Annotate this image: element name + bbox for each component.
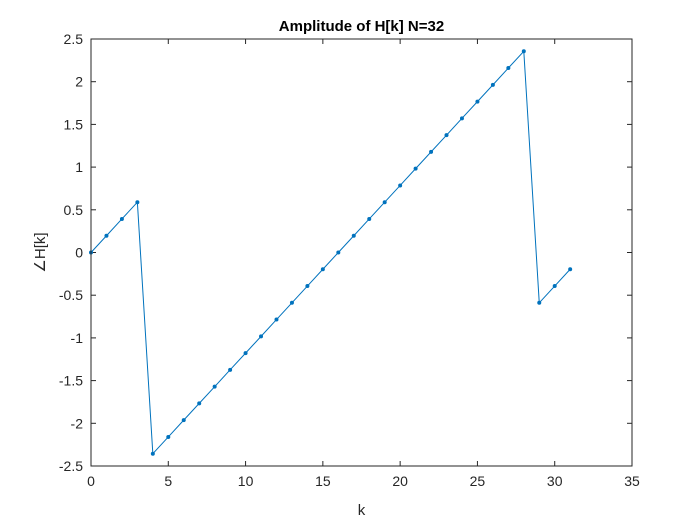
data-point	[135, 200, 140, 205]
data-point	[506, 66, 511, 71]
data-point	[568, 267, 573, 272]
data-point	[212, 384, 217, 389]
data-point	[413, 166, 418, 171]
data-point	[259, 334, 264, 339]
data-point	[490, 82, 495, 87]
data-point	[459, 116, 464, 121]
y-tick-label: 2	[75, 74, 83, 90]
x-axis-label: k	[358, 502, 366, 519]
data-point	[336, 250, 341, 255]
data-point	[552, 284, 557, 289]
data-point	[289, 300, 294, 305]
series-layer	[89, 49, 573, 456]
data-point	[228, 367, 233, 372]
data-point	[166, 434, 171, 439]
x-tick-label: 15	[315, 473, 331, 489]
x-tick-label: 25	[470, 473, 486, 489]
data-point	[243, 351, 248, 356]
data-point	[367, 216, 372, 221]
data-point	[382, 200, 387, 205]
data-point	[444, 133, 449, 138]
x-tick-label: 5	[164, 473, 172, 489]
data-point	[475, 99, 480, 104]
data-point	[274, 317, 279, 322]
y-tick-label: 0	[75, 245, 83, 261]
x-tick-label: 10	[238, 473, 254, 489]
series-line	[90, 50, 571, 455]
x-tick-label: 35	[624, 473, 640, 489]
y-axis-label: ∠H[k]	[32, 232, 49, 272]
data-point	[150, 451, 155, 456]
data-point	[398, 183, 403, 188]
data-point	[104, 233, 109, 238]
x-tick-label: 20	[392, 473, 408, 489]
axes-box	[90, 38, 633, 467]
y-tick-label: -1.5	[59, 373, 83, 389]
data-point	[521, 49, 526, 54]
data-point	[305, 284, 310, 289]
labels-layer: 0 5 10 15 20 25 30 35 -2.5 -2 -1.5 -1 -0.5 0 0.5 1 1.5 2 2…	[59, 31, 640, 489]
chart-title: Amplitude of H[k] N=32	[279, 18, 444, 35]
data-point	[429, 149, 434, 154]
y-tick-label: -2	[71, 415, 84, 431]
y-tick-label: 2.5	[64, 31, 84, 47]
y-tick-label: 1	[75, 159, 83, 175]
data-point	[351, 233, 356, 238]
x-tick-label: 30	[547, 473, 563, 489]
y-tick-label: 1.5	[64, 116, 84, 132]
y-tick-label: 0.5	[64, 202, 84, 218]
data-point	[181, 418, 186, 423]
data-point	[537, 300, 542, 305]
data-point	[320, 267, 325, 272]
y-tick-label: -2.5	[59, 458, 83, 474]
plot-area	[91, 39, 632, 466]
data-point	[197, 401, 202, 406]
y-tick-label: -0.5	[59, 287, 83, 303]
data-point	[119, 216, 124, 221]
x-tick-label: 0	[87, 473, 95, 489]
y-tick-label: -1	[71, 330, 84, 346]
